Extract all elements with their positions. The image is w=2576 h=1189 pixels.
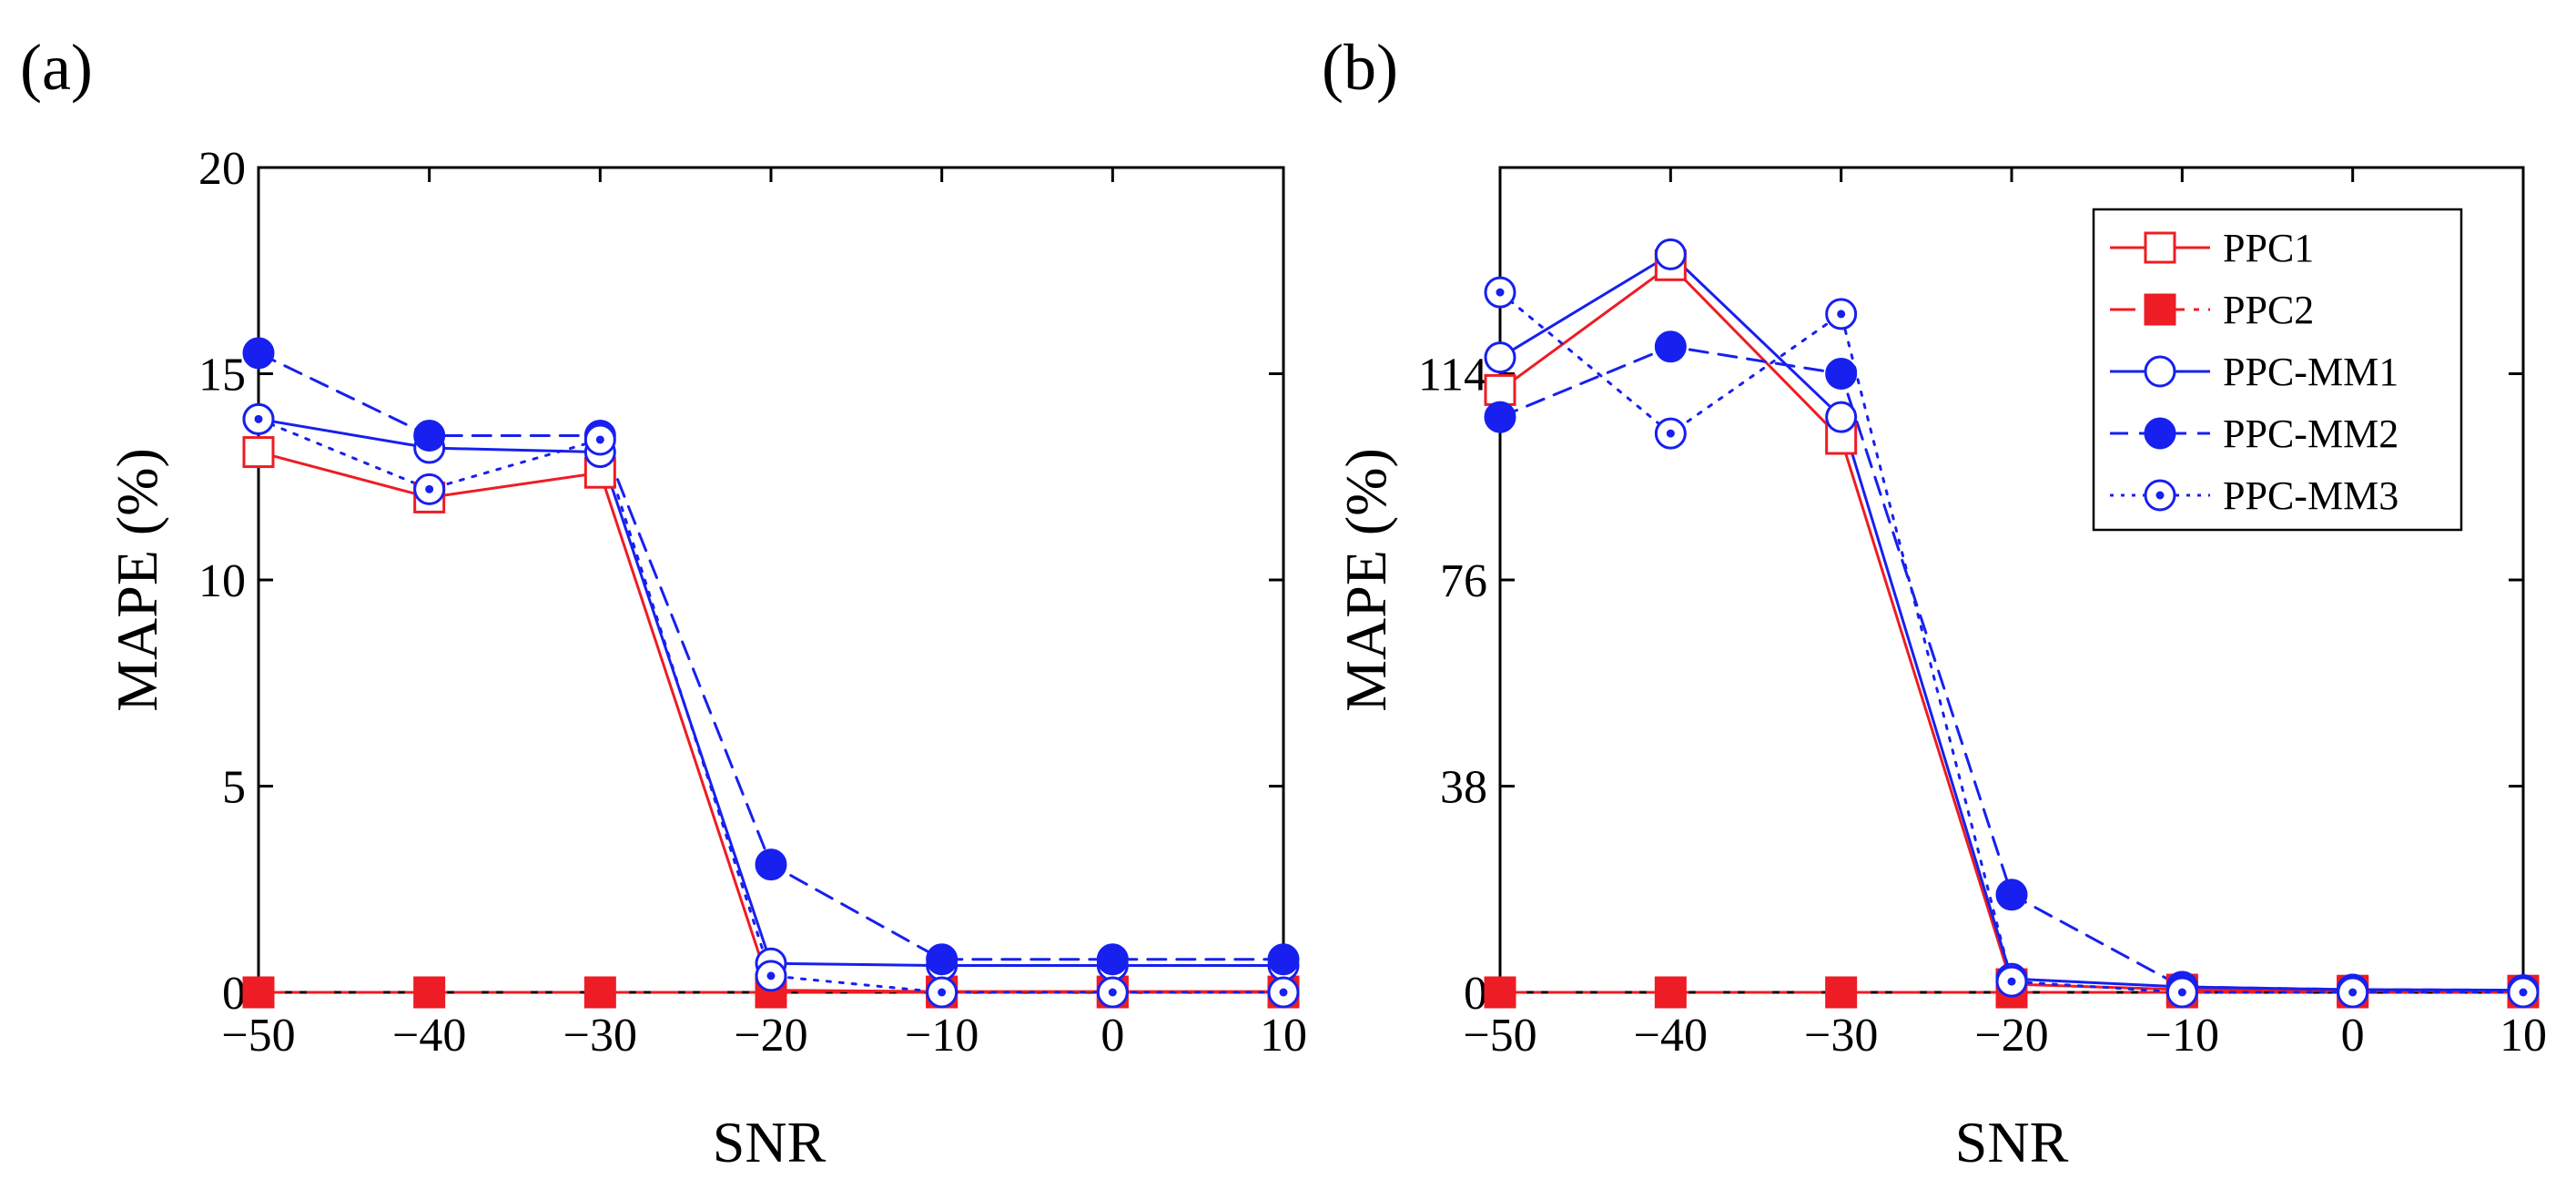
- data-point-ppc2: [583, 976, 616, 1009]
- panel-b: (b) 0 38 76 114 −50 −40 −30 −20 −10 0 10 SNR MAPE…: [1322, 31, 2547, 1174]
- data-point-ppc-mm2: [1096, 943, 1129, 976]
- data-point-ppc-mm2: [926, 943, 958, 976]
- data-point-ppc-mm3: [1096, 976, 1129, 1009]
- data-point-ppc-mm3: [2165, 976, 2198, 1009]
- legend-label: PPC-MM1: [2223, 350, 2399, 394]
- y-axis-title-b: MAPE (%): [1334, 448, 1398, 712]
- legend-swatch-marker: [2144, 417, 2176, 450]
- series-line-ppc1: [257, 451, 1285, 993]
- panel-a: (a) 0 5 10 15 20 −50 −40 −30 −20 −10 0 10 SNR MAPE…: [20, 31, 1307, 1174]
- panel-label-a: (a): [20, 31, 93, 104]
- x-tick-label: −50: [1463, 1010, 1536, 1062]
- data-point-ppc-mm3: [755, 960, 787, 992]
- data-point-ppc-mm1: [1825, 401, 1858, 433]
- legend-label: PPC-MM3: [2223, 473, 2399, 518]
- data-point-ppc2: [1484, 976, 1516, 1009]
- x-tick-label: −40: [392, 1010, 466, 1062]
- data-point-ppc-mm2: [755, 849, 787, 881]
- x-axis-title-b: SNR: [1955, 1110, 2069, 1174]
- y-tick-label: 10: [198, 555, 246, 607]
- data-point-ppc-mm2: [413, 419, 446, 452]
- data-point-ppc-mm2: [1484, 401, 1516, 433]
- y-tick-label: 0: [1464, 968, 1487, 1020]
- x-tick-label: −30: [1804, 1010, 1878, 1062]
- data-point-ppc2: [242, 976, 275, 1009]
- x-tick-label: 0: [2341, 1010, 2365, 1062]
- data-point-ppc-mm2: [242, 337, 275, 370]
- data-point-ppc-mm3: [2337, 976, 2369, 1009]
- data-point-ppc-mm3: [1484, 276, 1516, 309]
- series-b: [1484, 238, 2540, 1009]
- data-point-ppc-mm3: [926, 976, 958, 1009]
- y-tick-label: 5: [222, 762, 246, 814]
- data-point-ppc-mm3: [1267, 976, 1300, 1009]
- y-tick-label: 15: [198, 350, 246, 401]
- legend-item-ppc-mm1: PPC-MM1: [2110, 350, 2399, 394]
- data-point-ppc-mm3: [1995, 965, 2028, 998]
- legend-swatch-marker: [2144, 355, 2176, 388]
- data-point-ppc-mm3: [242, 402, 275, 435]
- x-tick-label: −50: [221, 1010, 295, 1062]
- legend-item-ppc2: PPC2: [2110, 288, 2314, 332]
- data-point-ppc-mm2: [1825, 358, 1858, 390]
- x-tick-label: −20: [734, 1010, 807, 1062]
- legend-swatch-marker: [2144, 293, 2176, 326]
- y-tick-label: 0: [222, 968, 246, 1020]
- x-ticks-b: −50 −40 −30 −20 −10 0 10: [1463, 168, 2547, 1062]
- legend: PPC1 PPC2 PPC-MM1 PPC-MM2 PPC-MM3: [2092, 208, 2463, 532]
- data-point-ppc-mm3: [1654, 417, 1687, 450]
- x-tick-label: −40: [1634, 1010, 1708, 1062]
- legend-swatch-marker: [2144, 231, 2176, 264]
- data-point-ppc-mm3: [1825, 298, 1858, 330]
- series-line-ppc-mm1: [257, 417, 1285, 968]
- x-tick-label: 10: [1260, 1010, 1307, 1062]
- panel-label-b: (b): [1322, 31, 1398, 104]
- legend-label: PPC-MM2: [2223, 412, 2399, 456]
- data-point-ppc-mm3: [583, 423, 616, 456]
- y-ticks-a: 0 5 10 15 20: [198, 143, 1283, 1020]
- legend-item-ppc-mm2: PPC-MM2: [2110, 412, 2399, 456]
- y-ticks-b: 0 38 76 114: [1418, 350, 2523, 1020]
- x-ticks-a: −50 −40 −30 −20 −10 0 10: [221, 168, 1307, 1062]
- data-point-ppc-mm1: [1654, 238, 1687, 270]
- series-line-ppc-mm3: [257, 417, 1285, 994]
- x-tick-label: −20: [1974, 1010, 2048, 1062]
- x-axis-title-a: SNR: [713, 1110, 827, 1174]
- legend-swatch-marker: [2144, 479, 2176, 512]
- y-tick-label: 38: [1440, 762, 1487, 814]
- y-tick-label: 20: [198, 143, 246, 195]
- legend-item-ppc-mm3: PPC-MM3: [2110, 473, 2399, 518]
- series-a: [242, 337, 1300, 1009]
- x-tick-label: −10: [905, 1010, 979, 1062]
- y-axis-title-a: MAPE (%): [105, 448, 169, 712]
- data-point-ppc2: [413, 976, 446, 1009]
- data-point-ppc-mm3: [413, 473, 446, 505]
- data-point-ppc2: [1825, 976, 1858, 1009]
- legend-items: PPC1 PPC2 PPC-MM1 PPC-MM2 PPC-MM3: [2110, 226, 2399, 518]
- data-point-ppc-mm2: [1267, 943, 1300, 976]
- data-point-ppc-mm3: [2507, 976, 2540, 1009]
- data-point-ppc-mm2: [1995, 879, 2028, 911]
- x-tick-label: −30: [563, 1010, 637, 1062]
- data-point-ppc-mm1: [1484, 341, 1516, 374]
- data-point-ppc1: [1484, 373, 1516, 406]
- data-point-ppc2: [1654, 976, 1687, 1009]
- x-tick-label: 10: [2500, 1010, 2547, 1062]
- data-point-ppc1: [242, 436, 275, 469]
- x-tick-label: −10: [2145, 1010, 2219, 1062]
- legend-label: PPC1: [2223, 226, 2314, 270]
- x-tick-label: 0: [1100, 1010, 1124, 1062]
- y-tick-label: 114: [1418, 350, 1487, 401]
- y-tick-label: 76: [1440, 555, 1487, 607]
- legend-item-ppc1: PPC1: [2110, 226, 2314, 270]
- legend-label: PPC2: [2223, 288, 2314, 332]
- data-point-ppc-mm2: [1654, 330, 1687, 363]
